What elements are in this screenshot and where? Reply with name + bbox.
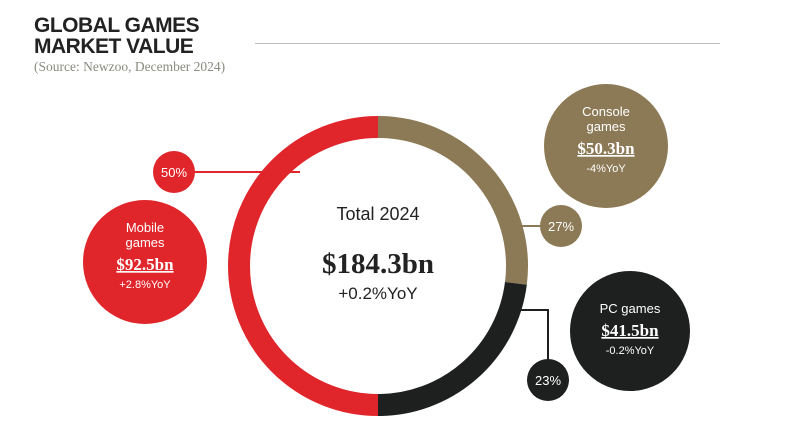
center-change: +0.2%YoY (338, 284, 417, 303)
divider (255, 43, 720, 44)
share-badge-console (540, 205, 582, 247)
share-label-console: 27% (548, 219, 574, 234)
segment-name-line2-mobile: games (125, 235, 165, 250)
title-line-2: MARKET VALUE (34, 35, 194, 58)
segment-yoy-pc: -0.2%YoY (606, 345, 655, 357)
segment-name-line2-console: games (586, 119, 626, 134)
segment-value-console: $50.3bn (577, 139, 635, 158)
share-label-mobile: 50% (161, 165, 187, 180)
segment-bubble-mobile (83, 200, 207, 324)
donut-segment-pc (377, 281, 527, 416)
segment-name-pc: PC games (600, 301, 661, 316)
segment-bubble-console (544, 84, 668, 208)
segment-name-mobile: Mobile (126, 220, 164, 235)
share-badge-mobile (153, 151, 195, 193)
center-label: Total 2024 (336, 204, 419, 224)
title-line-1: GLOBAL GAMES (34, 14, 200, 37)
segment-yoy-console: -4%YoY (586, 163, 626, 175)
share-badge-pc (527, 359, 569, 401)
segment-bubble-pc (570, 271, 690, 391)
source-note: (Source: Newzoo, December 2024) (34, 59, 226, 74)
chart-title: GLOBAL GAMES MARKET VALUE (34, 14, 200, 58)
segment-name-console: Console (582, 104, 630, 119)
segment-value-mobile: $92.5bn (116, 255, 174, 274)
donut-segment-mobile (228, 116, 379, 416)
center-total: $184.3bn (322, 248, 434, 280)
segment-value-pc: $41.5bn (601, 321, 659, 340)
connector-pc (512, 309, 549, 380)
donut-segment-console (377, 116, 528, 285)
segment-yoy-mobile: +2.8%YoY (119, 279, 171, 291)
share-label-pc: 23% (535, 373, 561, 388)
